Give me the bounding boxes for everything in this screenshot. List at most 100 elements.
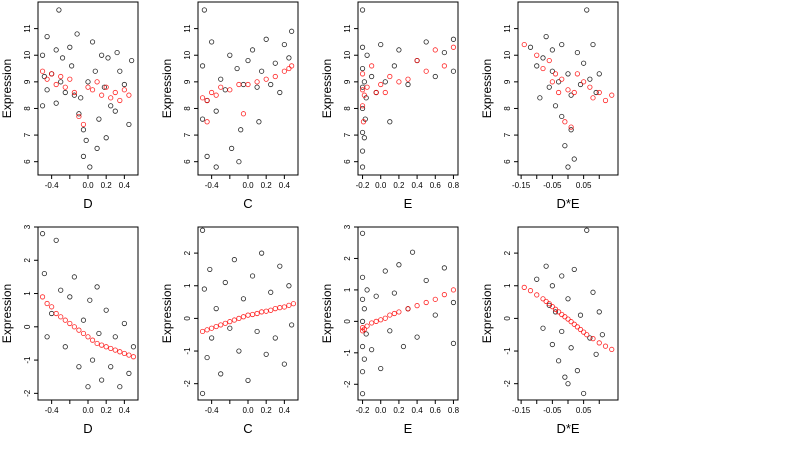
data-point — [121, 320, 127, 327]
y-axis-label: Expression — [0, 284, 14, 343]
data-point — [62, 89, 68, 96]
data-point — [74, 31, 80, 37]
data-point — [103, 135, 109, 141]
data-point — [112, 89, 118, 96]
data-point — [387, 73, 393, 80]
data-point — [559, 311, 565, 318]
data-point — [391, 310, 397, 317]
data-point — [87, 164, 93, 170]
data-point — [207, 266, 213, 273]
x-tick-label: 0.2 — [261, 406, 273, 415]
data-point — [213, 323, 219, 330]
data-point — [556, 358, 562, 364]
data-point — [117, 97, 123, 104]
data-point — [361, 326, 367, 332]
data-point — [99, 377, 105, 383]
data-point — [238, 127, 244, 133]
data-point — [546, 84, 552, 90]
data-point — [268, 307, 274, 313]
data-point — [590, 41, 596, 48]
data-point — [277, 305, 283, 311]
data-point — [359, 296, 366, 302]
data-point — [85, 84, 91, 90]
data-point — [359, 87, 366, 93]
data-point — [568, 127, 574, 133]
x-axis-label: C — [243, 421, 252, 436]
data-point — [281, 68, 287, 74]
x-tick-label: 0.8 — [448, 181, 460, 190]
data-point — [213, 108, 219, 114]
x-axis-label: D*E — [556, 421, 579, 436]
data-point — [96, 116, 102, 122]
data-point — [76, 113, 82, 120]
data-point — [80, 317, 87, 323]
data-point — [114, 49, 120, 56]
scatter-panel: -0.4 0.0 0.2 0.4 -2 -1 0 1 2 C Expression — [160, 226, 299, 436]
data-point — [67, 44, 73, 50]
data-point — [85, 334, 91, 340]
data-point — [218, 84, 224, 90]
data-point — [414, 57, 420, 64]
data-point — [71, 92, 77, 98]
data-point — [236, 81, 242, 88]
y-axis-label: Expression — [0, 59, 14, 118]
data-point — [126, 352, 132, 358]
data-point — [409, 249, 416, 255]
y-tick-label: 8 — [343, 106, 352, 111]
data-point — [359, 7, 366, 13]
data-point — [254, 84, 260, 90]
data-point — [236, 315, 242, 321]
data-point — [549, 79, 555, 85]
data-point — [227, 87, 233, 93]
data-point — [99, 52, 105, 58]
data-point — [126, 92, 132, 98]
data-point — [240, 81, 247, 88]
data-point — [565, 296, 571, 302]
data-point — [201, 7, 207, 13]
scatter-panel: -0.15 -0.05 0.05 -2 -1 0 1 2 D*E Expression — [480, 226, 619, 436]
x-tick-label: 0.0 — [82, 181, 94, 190]
data-point — [543, 263, 549, 269]
plot-frame — [517, 1, 619, 176]
data-point — [126, 370, 132, 376]
data-point — [71, 324, 77, 330]
data-point — [359, 318, 366, 324]
data-point — [369, 63, 375, 69]
data-point — [565, 381, 571, 387]
data-point — [543, 298, 549, 305]
data-point — [41, 73, 47, 80]
x-tick-label: 0.0 — [375, 406, 387, 415]
data-point — [213, 92, 219, 98]
scatter-panel: -0.4 0.0 0.2 0.4 -2 -1 0 1 2 3 D Expression — [0, 224, 139, 436]
x-axis-label: E — [404, 421, 413, 436]
x-tick-label: 0.8 — [448, 406, 460, 415]
data-point — [382, 79, 388, 85]
y-tick-label: 11 — [23, 24, 32, 33]
data-point — [108, 95, 114, 101]
x-tick-label: 0.05 — [576, 181, 592, 190]
data-point — [227, 52, 233, 58]
data-point — [204, 119, 210, 125]
scatter-panel: -0.2 0.0 0.2 0.4 0.6 0.8 -2 -1 0 1 2 3 E Expression — [320, 224, 460, 436]
x-tick-label: 0.05 — [576, 406, 592, 415]
data-point — [234, 65, 240, 72]
data-point — [552, 309, 559, 315]
data-point — [44, 87, 50, 93]
plot-frame — [37, 226, 139, 401]
data-point — [396, 309, 402, 315]
data-point — [359, 44, 366, 50]
data-point — [289, 322, 295, 328]
x-tick-label: 0.4 — [119, 181, 131, 190]
data-point — [405, 306, 411, 312]
data-point — [359, 230, 366, 236]
data-point — [121, 87, 127, 93]
data-point — [58, 314, 64, 320]
data-point — [286, 65, 292, 72]
data-point — [272, 306, 278, 312]
data-point — [58, 287, 64, 293]
data-point — [59, 55, 66, 61]
data-point — [361, 79, 367, 85]
data-point — [92, 68, 98, 74]
data-point — [577, 312, 584, 318]
